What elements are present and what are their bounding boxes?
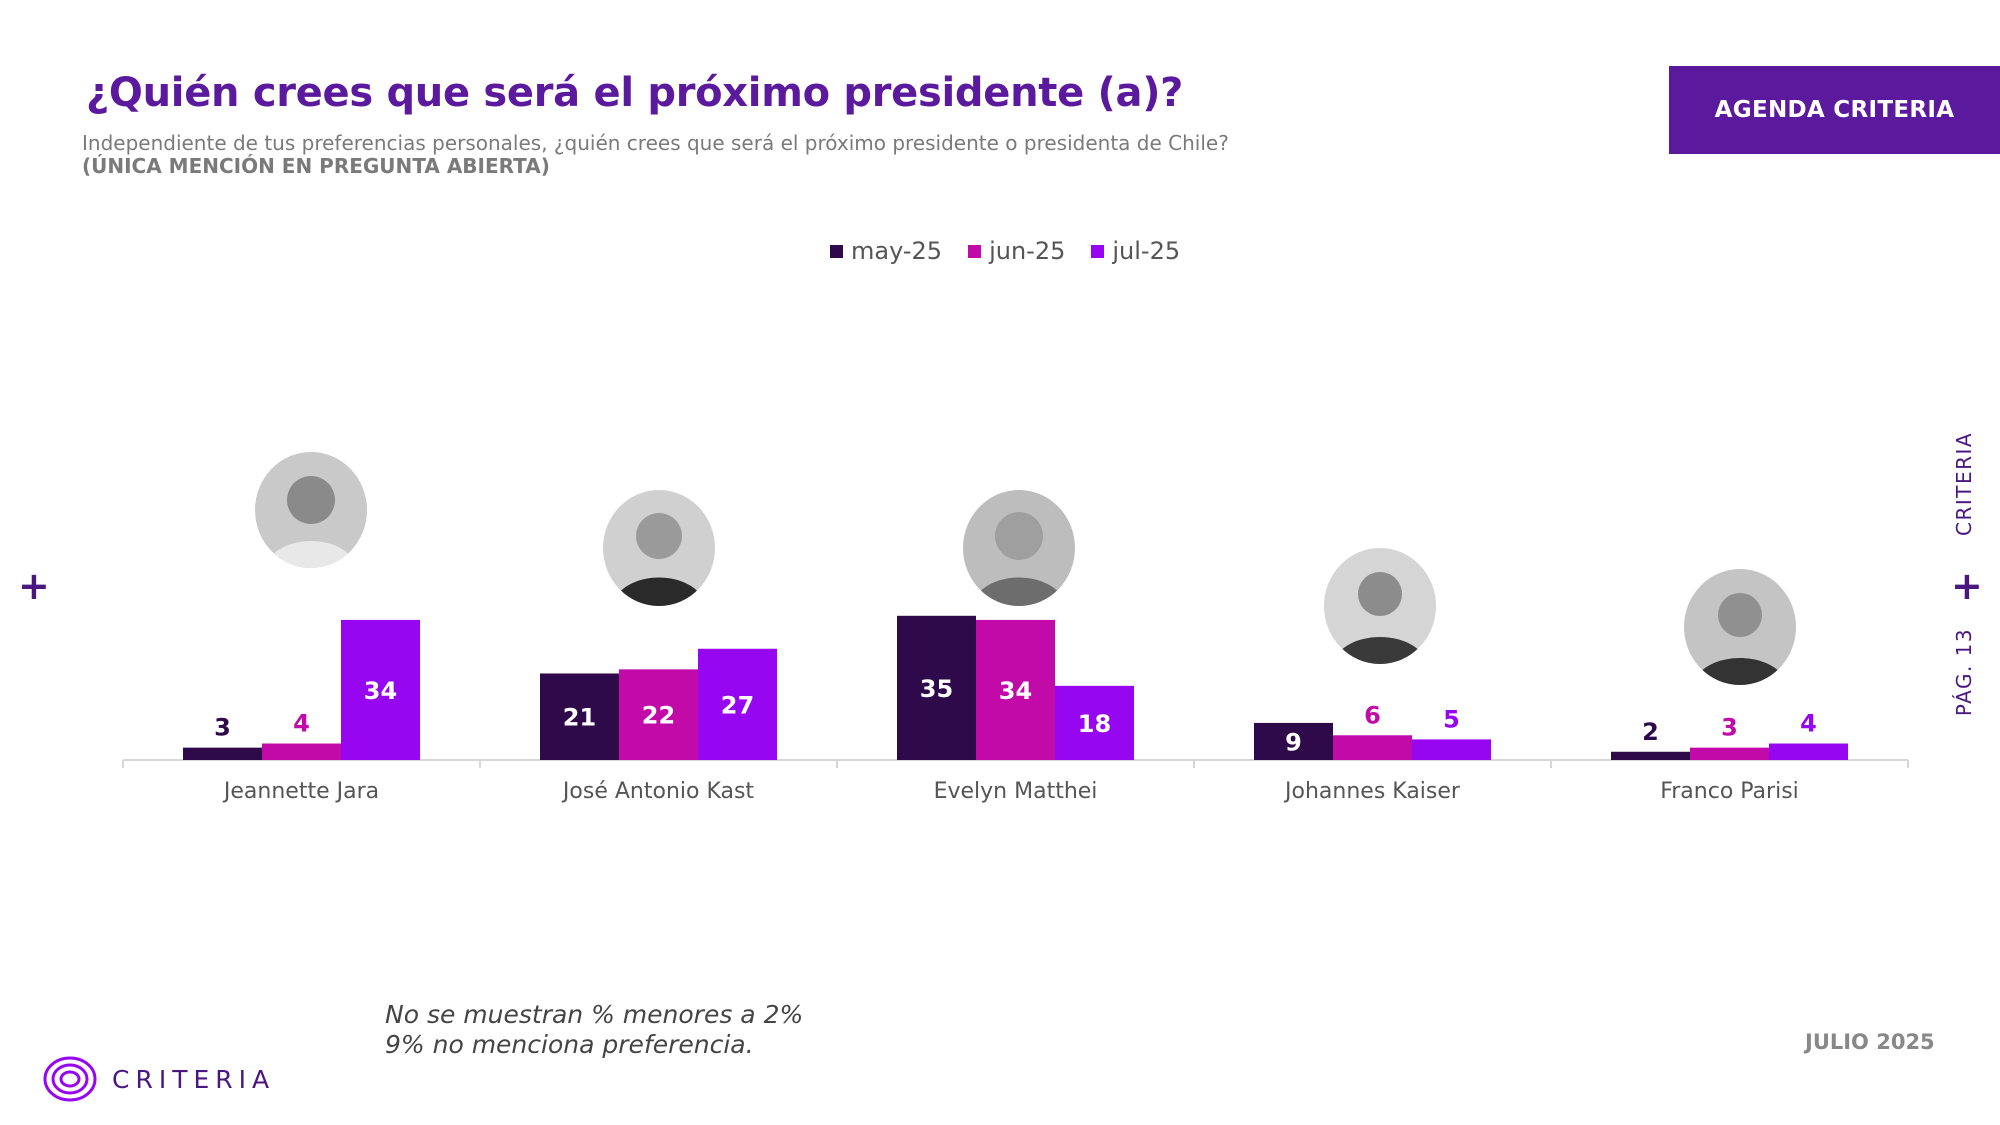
legend-label: may-25 — [851, 237, 943, 265]
candidate-photo-icon — [603, 490, 715, 606]
legend-swatch — [1091, 244, 1105, 258]
data-label: 2 — [1642, 718, 1659, 746]
data-label: 5 — [1443, 705, 1460, 733]
footnote-line-2: 9% no menciona preferencia. — [385, 1030, 754, 1059]
plus-icon: + — [18, 564, 50, 608]
candidate-photo-icon — [963, 490, 1075, 606]
candidate-photo-icon — [1324, 548, 1436, 664]
bar — [698, 648, 777, 760]
category-label: Evelyn Matthei — [934, 779, 1098, 804]
subtitle: Independiente de tus preferencias person… — [82, 132, 1229, 178]
data-label: 4 — [293, 710, 310, 738]
legend-item-jul: jul-25 — [1091, 237, 1180, 265]
bar — [619, 669, 698, 760]
candidate-photo-icon — [255, 452, 367, 568]
logo-text: CRITERIA — [112, 1064, 276, 1094]
category-label: José Antonio Kast — [561, 779, 755, 804]
bar — [341, 619, 420, 760]
plus-icon: + — [1951, 564, 1983, 608]
bar — [976, 619, 1055, 760]
data-label: 3 — [214, 714, 231, 742]
data-label: 4 — [1800, 710, 1817, 738]
data-label: 3 — [1721, 714, 1738, 742]
bar — [1412, 739, 1491, 760]
bar — [183, 747, 262, 760]
report-date: JULIO 2025 — [1805, 1030, 1935, 1054]
legend-item-may: may-25 — [830, 237, 942, 265]
question-text: Independiente de tus preferencias person… — [82, 131, 1229, 155]
data-label: 18 — [1078, 710, 1111, 738]
legend-item-jun: jun-25 — [968, 237, 1065, 265]
data-label: 34 — [999, 677, 1032, 705]
category-label: Johannes Kaiser — [1283, 779, 1461, 804]
bar — [897, 615, 976, 760]
footnote: No se muestran % menores a 2% 9% no menc… — [385, 1000, 803, 1060]
page-title: ¿Quién crees que será el próximo preside… — [86, 70, 1184, 116]
data-label: 9 — [1285, 728, 1302, 756]
question-note: (ÚNICA MENCIÓN EN PREGUNTA ABIERTA) — [82, 154, 550, 178]
category-label: Franco Parisi — [1660, 779, 1799, 804]
bar — [540, 673, 619, 760]
criteria-logo-icon — [43, 1056, 97, 1102]
criteria-logo: CRITERIA — [42, 1055, 275, 1103]
data-label: 34 — [364, 677, 397, 705]
candidate-photo-icon — [1684, 569, 1796, 685]
side-brand: CRITERIA — [1952, 431, 1976, 536]
bar — [262, 743, 341, 760]
footnote-line-1: No se muestran % menores a 2% — [385, 1000, 804, 1029]
bar — [1611, 751, 1690, 760]
bar — [1333, 735, 1412, 760]
bar — [1055, 685, 1134, 760]
data-label: 35 — [920, 675, 953, 703]
legend-swatch — [830, 244, 843, 258]
category-label: Jeannette Jara — [222, 779, 379, 804]
data-label: 27 — [721, 691, 754, 719]
bar — [1254, 722, 1333, 760]
data-label: 22 — [642, 702, 675, 730]
data-label: 21 — [563, 704, 596, 732]
bar — [1769, 743, 1848, 760]
page-number: PÁG. 13 — [1952, 627, 1976, 717]
legend-label: jun-25 — [989, 237, 1066, 265]
legend-swatch — [968, 244, 982, 258]
chart-legend: may-25 jun-25 jul-25 — [830, 237, 1180, 265]
bar — [1690, 747, 1769, 760]
agenda-badge: AGENDA CRITERIA — [1669, 66, 2000, 154]
data-label: 6 — [1364, 701, 1381, 729]
legend-label: jul-25 — [1112, 237, 1181, 265]
